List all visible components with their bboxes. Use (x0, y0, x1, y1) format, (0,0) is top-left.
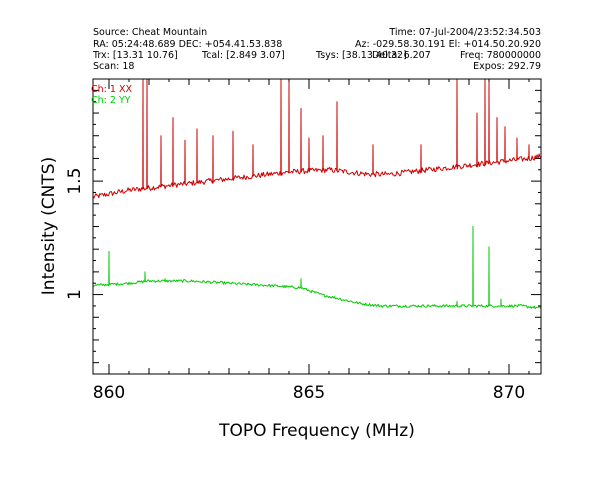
header-tcal: Tcal: [2.849 3.07] (202, 50, 285, 61)
header-source: Source: Cheat Mountain (93, 27, 208, 38)
y-axis-label: Intensity (CNTS) (39, 157, 59, 295)
x-axis-label: TOPO Frequency (MHz) (218, 421, 415, 441)
header-az-el: Az: -029.58.30.191 El: +014.50.20.920 (355, 39, 541, 50)
ticks-layer: 860 865 870 1 1.5 (65, 78, 541, 403)
header-expos: Expos: 292.79 (473, 61, 541, 72)
header-time: Time: 07-Jul-2004/23:52:34.503 (389, 27, 541, 38)
series-line-ch2 (92, 226, 542, 309)
header-ra-dec: RA: 05:24:48.689 DEC: +054.41.53.838 (93, 39, 283, 50)
header-freq: Freq: 780000000 (460, 50, 541, 61)
legend-ch2: Ch: 2 YY (91, 95, 131, 106)
x-tick-label: 860 (93, 383, 125, 403)
header-tsys: Tsys: [38.13 40.32] (316, 50, 407, 61)
y-tick-label: 1.5 (65, 168, 85, 195)
header-scan: Scan: 18 (93, 61, 135, 72)
series-line-ch1 (92, 78, 542, 199)
plot-frame (92, 78, 542, 375)
x-tick-label: 865 (293, 383, 325, 403)
header-trx: Trx: [13.31 10.76] (93, 50, 178, 61)
y-tick-label: 1 (65, 289, 85, 300)
x-tick-label: 870 (493, 383, 525, 403)
header-deltaf: Delta: 6.207 (372, 50, 431, 61)
series-layer (92, 78, 542, 309)
legend-ch1: Ch: 1 XX (91, 84, 132, 95)
